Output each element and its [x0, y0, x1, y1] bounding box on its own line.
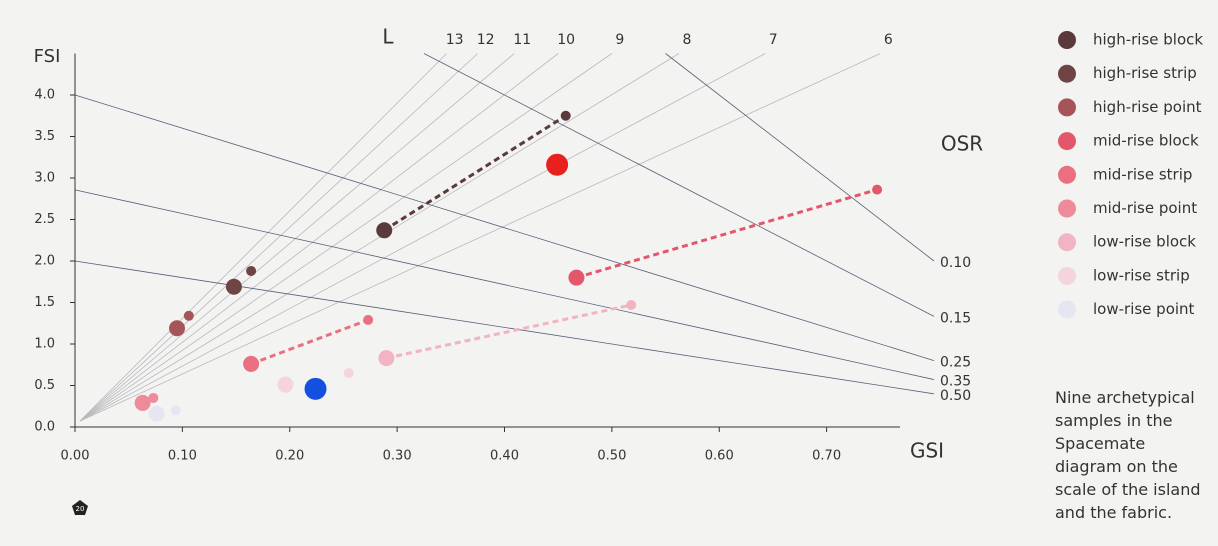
legend-marker	[1058, 266, 1076, 285]
legend-marker	[1058, 31, 1076, 49]
osr-label: OSR	[941, 132, 983, 156]
legend-marker	[1058, 233, 1076, 252]
l-line-label: 11	[513, 32, 531, 48]
x-tick-label: 0.60	[705, 449, 734, 464]
point	[170, 405, 181, 416]
legend-label: mid-rise point	[1093, 199, 1197, 217]
y-tick-label: 1.5	[34, 295, 55, 310]
l-line	[79, 53, 766, 422]
connector	[386, 303, 632, 360]
connector	[383, 114, 567, 232]
page-number: 20	[76, 505, 85, 513]
l-line	[79, 53, 559, 422]
point	[243, 355, 260, 372]
y-tick-label: 0.0	[34, 420, 55, 435]
osr-line-label: 0.10	[940, 255, 971, 271]
l-line-label: 7	[769, 32, 778, 48]
point	[246, 265, 257, 276]
legend-marker	[1058, 132, 1076, 151]
l-line-label: 12	[477, 32, 495, 48]
l-line	[79, 53, 680, 422]
osr-line	[74, 94, 935, 361]
highlight-point	[304, 377, 327, 400]
l-line	[79, 53, 613, 422]
x-tick-label: 0.40	[490, 449, 519, 464]
legend-marker	[1058, 64, 1076, 83]
legend-marker	[1058, 199, 1076, 218]
osr-line	[423, 53, 935, 317]
point	[148, 405, 165, 422]
point	[277, 376, 294, 393]
legend-label: high-rise block	[1093, 31, 1203, 49]
l-label: L	[382, 25, 394, 49]
point	[225, 278, 242, 295]
point	[169, 320, 186, 337]
legend-label: low-rise point	[1093, 300, 1195, 318]
osr-line	[74, 189, 935, 380]
legend-marker	[1058, 165, 1076, 184]
y-tick-label: 3.5	[34, 129, 55, 144]
y-tick-label: 1.0	[34, 337, 55, 352]
page-icon	[72, 500, 88, 515]
legend-label: low-rise block	[1093, 233, 1196, 251]
connector	[576, 188, 878, 280]
y-tick-label: 2.5	[34, 212, 55, 227]
legend-label: low-rise strip	[1093, 266, 1190, 284]
y-tick-label: 4.0	[34, 88, 55, 103]
caption: Nine archetypical samples in the Spacema…	[1055, 388, 1201, 522]
point	[363, 314, 374, 325]
x-tick-label: 0.50	[597, 449, 626, 464]
point	[626, 299, 637, 310]
y-tick-label: 3.0	[34, 171, 55, 186]
x-tick-label: 0.10	[168, 449, 197, 464]
osr-line-label: 0.15	[940, 310, 971, 326]
connector	[250, 318, 369, 366]
x-axis-label: GSI	[910, 439, 944, 463]
point	[560, 110, 571, 121]
point	[134, 394, 151, 411]
osr-line-label: 0.35	[940, 374, 971, 390]
point	[568, 269, 585, 286]
l-line-label: 8	[683, 32, 692, 48]
legend-label: mid-rise strip	[1093, 165, 1192, 183]
y-tick-label: 0.5	[34, 378, 55, 393]
l-line	[79, 53, 881, 422]
point	[378, 350, 395, 367]
x-tick-label: 0.20	[275, 449, 304, 464]
point	[148, 392, 159, 403]
l-line-label: 6	[884, 32, 893, 48]
l-line-label: 9	[615, 32, 624, 48]
point	[376, 222, 393, 239]
point	[872, 184, 883, 195]
osr-line-label: 0.25	[940, 355, 971, 371]
legend-label: mid-rise block	[1093, 132, 1199, 150]
l-line	[79, 53, 478, 422]
legend-label: high-rise point	[1093, 98, 1202, 116]
legend-marker	[1058, 300, 1076, 319]
osr-line-label: 0.50	[940, 388, 971, 404]
x-tick-label: 0.70	[812, 449, 841, 464]
l-line	[79, 53, 447, 422]
y-tick-label: 2.0	[34, 254, 55, 269]
legend-label: high-rise strip	[1093, 64, 1197, 82]
y-axis-label: FSI	[34, 46, 61, 67]
l-line-label: 10	[557, 32, 575, 48]
x-tick-label: 0.00	[61, 449, 90, 464]
legend-marker	[1058, 98, 1076, 117]
point	[183, 310, 194, 321]
highlight-point	[546, 153, 569, 176]
l-line	[79, 53, 515, 422]
point	[343, 368, 354, 379]
osr-line	[74, 260, 935, 395]
x-tick-label: 0.30	[383, 449, 412, 464]
osr-line	[665, 53, 935, 262]
l-line-label: 13	[446, 32, 464, 48]
plot	[74, 53, 935, 422]
